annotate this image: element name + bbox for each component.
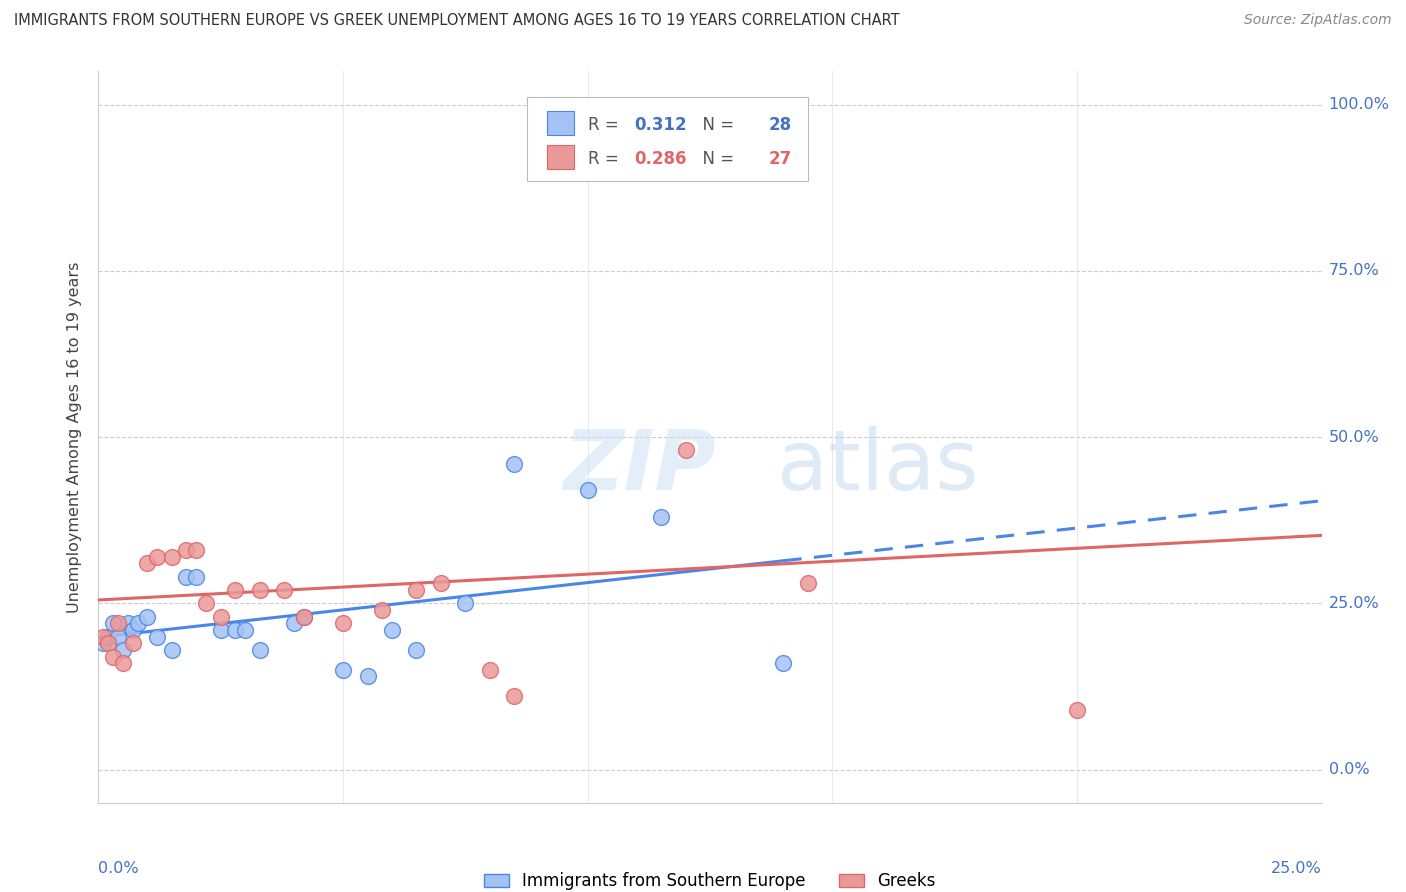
Point: [1066, 703, 1088, 717]
Text: 0.286: 0.286: [634, 150, 686, 168]
Point: [111, 643, 134, 657]
Text: 75.0%: 75.0%: [1329, 263, 1379, 278]
Point: [127, 616, 149, 631]
Text: N =: N =: [692, 116, 740, 134]
Point: [97, 630, 120, 644]
Point: [107, 630, 129, 644]
Point: [101, 616, 124, 631]
Point: [209, 623, 232, 637]
Point: [91, 636, 114, 650]
Point: [117, 616, 139, 631]
Point: [136, 609, 159, 624]
Point: [111, 656, 134, 670]
Text: 50.0%: 50.0%: [1329, 430, 1379, 444]
Point: [283, 616, 305, 631]
Point: [121, 623, 143, 637]
Point: [405, 582, 427, 597]
Point: [381, 623, 404, 637]
Point: [430, 576, 453, 591]
Point: [772, 656, 794, 670]
Point: [209, 609, 232, 624]
Point: [332, 616, 354, 631]
FancyBboxPatch shape: [547, 145, 574, 169]
Point: [160, 643, 183, 657]
Point: [650, 509, 672, 524]
Point: [405, 643, 427, 657]
Point: [233, 623, 256, 637]
Text: 25.0%: 25.0%: [1329, 596, 1379, 611]
Text: 100.0%: 100.0%: [1329, 97, 1389, 112]
Point: [797, 576, 820, 591]
Text: N =: N =: [692, 150, 740, 168]
Point: [249, 643, 271, 657]
Point: [107, 616, 129, 631]
Point: [176, 543, 198, 558]
Point: [292, 609, 315, 624]
Point: [249, 582, 271, 597]
Point: [503, 457, 526, 471]
Point: [576, 483, 599, 498]
Text: Source: ZipAtlas.com: Source: ZipAtlas.com: [1244, 13, 1392, 28]
Point: [97, 636, 120, 650]
Point: [273, 582, 295, 597]
Point: [186, 570, 208, 584]
Point: [224, 582, 246, 597]
Point: [160, 549, 183, 564]
Point: [136, 557, 159, 571]
Point: [371, 603, 394, 617]
Point: [146, 630, 169, 644]
Text: atlas: atlas: [778, 425, 979, 507]
Text: 25.0%: 25.0%: [1271, 862, 1322, 876]
Point: [332, 663, 354, 677]
Point: [186, 543, 208, 558]
Text: IMMIGRANTS FROM SOUTHERN EUROPE VS GREEK UNEMPLOYMENT AMONG AGES 16 TO 19 YEARS : IMMIGRANTS FROM SOUTHERN EUROPE VS GREEK…: [14, 13, 900, 29]
Legend: Immigrants from Southern Europe, Greeks: Immigrants from Southern Europe, Greeks: [478, 865, 942, 892]
Point: [146, 549, 169, 564]
Point: [527, 104, 550, 119]
Text: 0.0%: 0.0%: [98, 862, 139, 876]
Y-axis label: Unemployment Among Ages 16 to 19 years: Unemployment Among Ages 16 to 19 years: [67, 261, 83, 613]
Text: R =: R =: [588, 150, 624, 168]
Point: [176, 570, 198, 584]
Text: ZIP: ZIP: [564, 425, 716, 507]
Point: [121, 636, 143, 650]
Point: [292, 609, 315, 624]
Point: [356, 669, 378, 683]
Point: [91, 630, 114, 644]
Point: [675, 443, 697, 458]
Point: [224, 623, 246, 637]
Point: [454, 596, 477, 610]
Text: 28: 28: [769, 116, 792, 134]
Text: 27: 27: [769, 150, 792, 168]
Point: [503, 690, 526, 704]
Text: 0.312: 0.312: [634, 116, 686, 134]
Text: 0.0%: 0.0%: [1329, 762, 1369, 777]
FancyBboxPatch shape: [547, 111, 574, 135]
Point: [478, 663, 501, 677]
Point: [101, 649, 124, 664]
FancyBboxPatch shape: [526, 97, 808, 181]
Point: [195, 596, 218, 610]
Text: R =: R =: [588, 116, 624, 134]
